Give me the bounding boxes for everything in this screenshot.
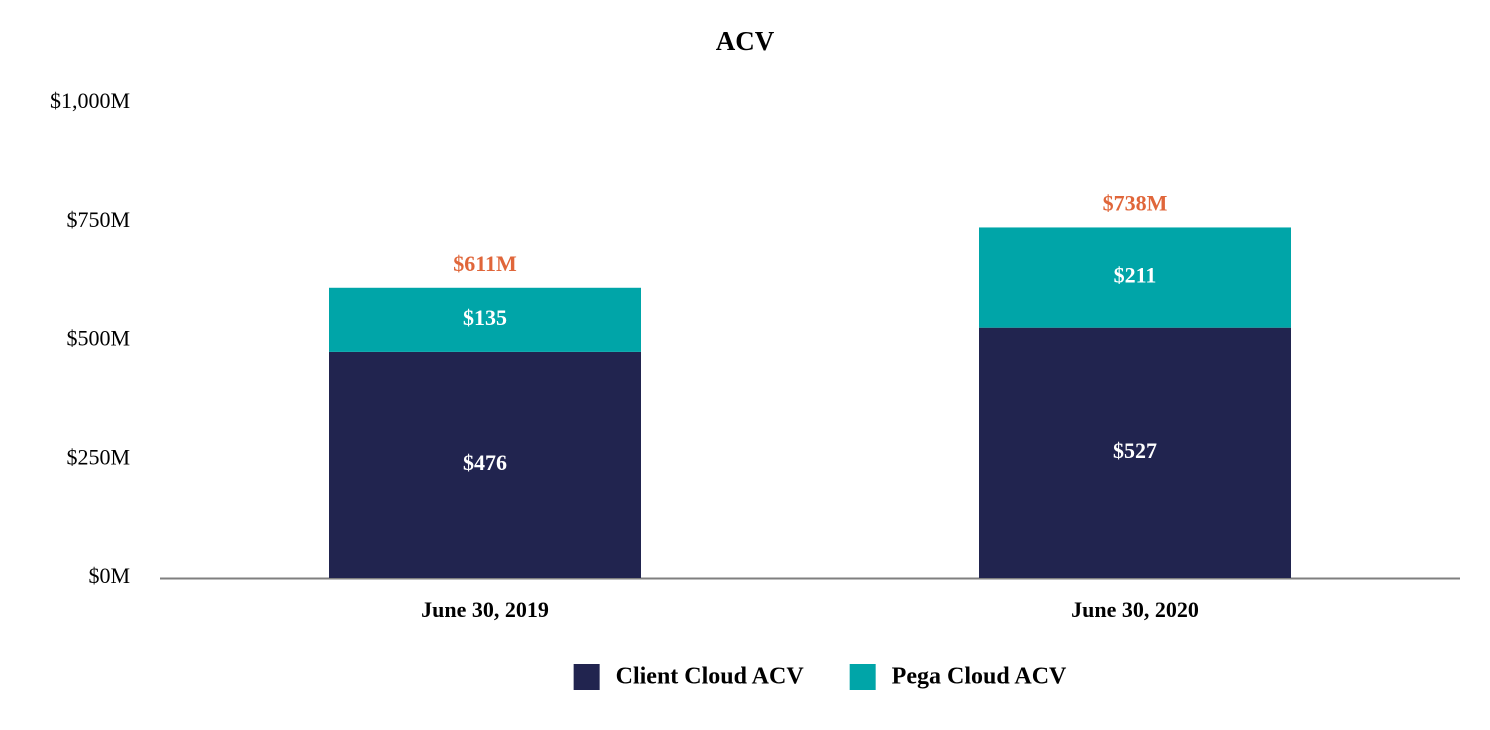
legend-label: Client Cloud ACV <box>616 664 805 690</box>
y-tick-label: $1,000M <box>50 88 130 113</box>
bar-segment <box>979 227 1291 328</box>
y-tick-label: $250M <box>66 444 130 469</box>
chart-title: ACV <box>716 26 775 56</box>
legend-label: Pega Cloud ACV <box>892 664 1067 690</box>
y-tick-label: $500M <box>66 326 130 351</box>
y-tick-label: $750M <box>66 207 130 232</box>
total-label: $611M <box>453 251 517 276</box>
bar-segment <box>329 351 641 578</box>
x-tick-label: June 30, 2020 <box>1071 597 1199 622</box>
data-label: $476 <box>463 450 507 475</box>
bar-segment <box>329 287 641 352</box>
data-label: $135 <box>463 305 507 330</box>
y-tick-label: $0M <box>88 563 130 588</box>
total-label: $738M <box>1103 190 1168 215</box>
legend-swatch <box>849 664 876 690</box>
x-tick-label: June 30, 2019 <box>421 597 549 622</box>
data-label: $527 <box>1113 438 1157 463</box>
data-label: $211 <box>1114 263 1157 288</box>
legend-swatch <box>573 664 600 690</box>
bar-segment <box>979 327 1291 578</box>
